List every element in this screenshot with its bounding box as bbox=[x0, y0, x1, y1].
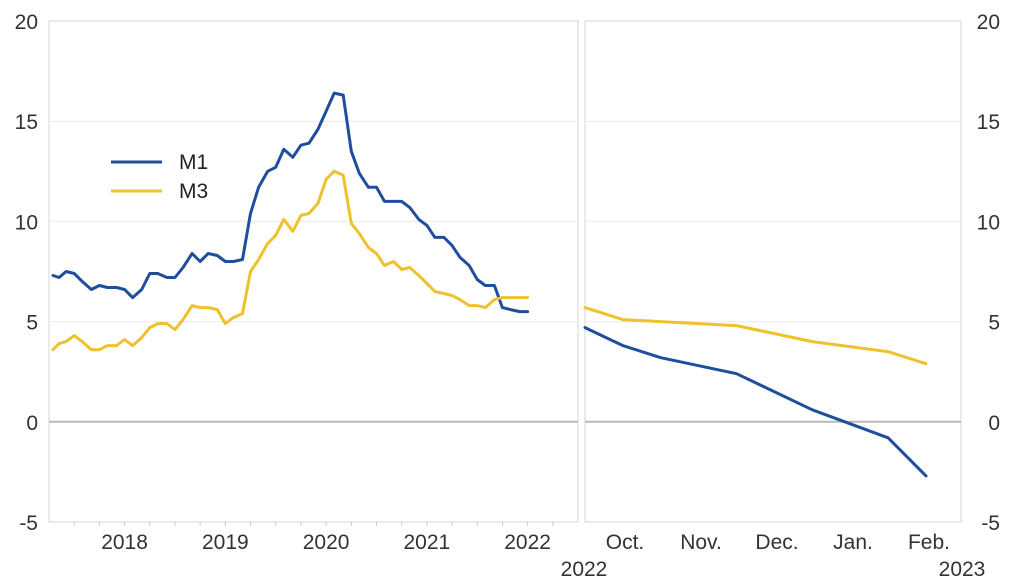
right-x-tick-label: Jan. bbox=[833, 531, 873, 554]
right-y-tick-label: 0 bbox=[988, 412, 1000, 435]
left-y-tick-label: 20 bbox=[15, 11, 38, 34]
series-line-m3 bbox=[51, 169, 530, 352]
right-x-tick-label: Nov. bbox=[680, 531, 722, 554]
corner-label-2023: 2023 bbox=[939, 558, 986, 581]
left-x-tick-label: 2019 bbox=[202, 531, 249, 554]
left-panel: 20 15 10 5 0 -5 2018 2019 2020 2021 2022 M1 M3 bbox=[15, 11, 579, 554]
left-y-tick-label: -5 bbox=[19, 512, 38, 535]
left-y-tick-label: 10 bbox=[15, 211, 38, 234]
right-y-tick-label: 5 bbox=[988, 312, 1000, 335]
right-panel: 20 15 10 5 0 -5 Oct. Nov. Dec. Jan. Feb. 2022 202… bbox=[561, 11, 1000, 581]
right-y-tick-label: 20 bbox=[977, 11, 1000, 34]
right-x-tick-labels: Oct. Nov. Dec. Jan. Feb. bbox=[606, 531, 950, 554]
left-y-tick-label: 15 bbox=[15, 111, 38, 134]
right-x-tick-label: Oct. bbox=[606, 531, 645, 554]
projection-line-m3 bbox=[583, 306, 928, 366]
legend-label-m3: M3 bbox=[179, 180, 208, 203]
left-x-tick-label: 2018 bbox=[101, 531, 148, 554]
left-plot-frame bbox=[48, 20, 579, 523]
left-series-lines bbox=[51, 91, 530, 352]
right-x-tick-label: Feb. bbox=[908, 531, 950, 554]
corner-label-2022: 2022 bbox=[561, 558, 608, 581]
right-plot-frame bbox=[584, 20, 962, 523]
left-x-tick-label: 2022 bbox=[504, 531, 551, 554]
left-x-tick-label: 2021 bbox=[403, 531, 450, 554]
left-gridlines bbox=[49, 120, 578, 423]
projection-line-m1 bbox=[583, 326, 928, 478]
right-y-tick-label: -5 bbox=[981, 512, 1000, 535]
right-gridlines bbox=[585, 120, 961, 423]
left-y-tick-label: 5 bbox=[26, 312, 38, 335]
right-y-tick-labels: 20 15 10 5 0 -5 bbox=[977, 11, 1000, 535]
legend-label-m1: M1 bbox=[179, 151, 208, 174]
right-y-tick-label: 10 bbox=[977, 211, 1000, 234]
legend: M1 M3 bbox=[111, 151, 208, 203]
right-series-lines bbox=[583, 306, 928, 478]
left-x-tick-labels: 2018 2019 2020 2021 2022 bbox=[73, 522, 554, 554]
left-y-tick-labels: 20 15 10 5 0 -5 bbox=[15, 11, 38, 535]
series-line-m1 bbox=[51, 91, 530, 314]
left-y-tick-label: 0 bbox=[26, 412, 38, 435]
right-x-tick-label: Dec. bbox=[755, 531, 798, 554]
left-x-tick-label: 2020 bbox=[303, 531, 350, 554]
right-y-tick-label: 15 bbox=[977, 111, 1000, 134]
